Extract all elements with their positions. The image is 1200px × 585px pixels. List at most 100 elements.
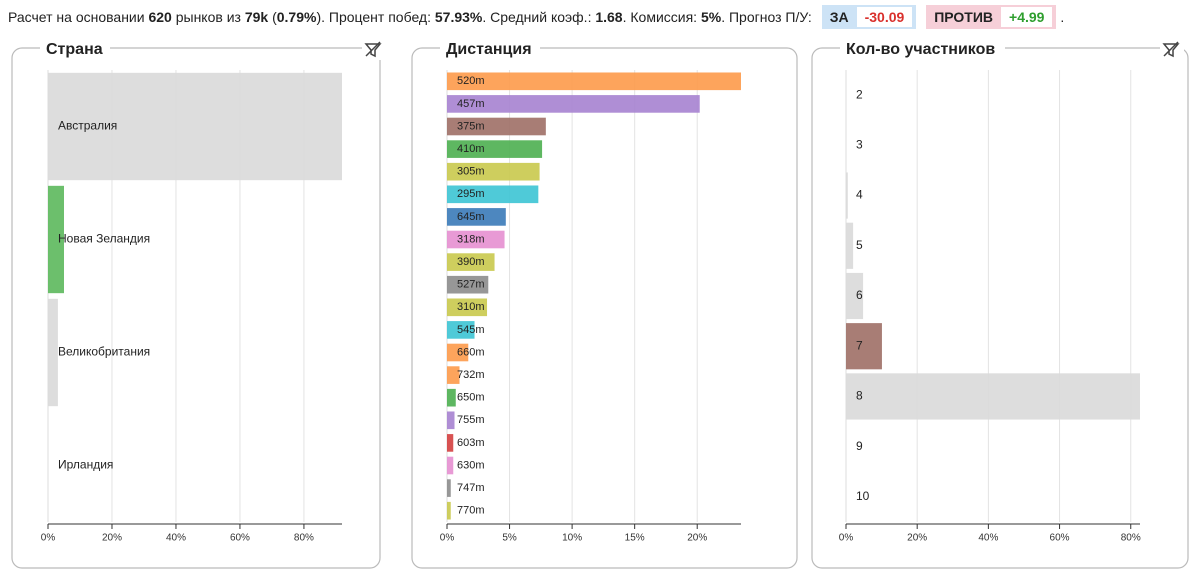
summary-header: Расчет на основании 620 рынков из 79k (0…: [8, 4, 1064, 30]
bar: [447, 343, 469, 362]
category-label: 527m: [457, 279, 485, 291]
bar: [846, 323, 882, 370]
bar: [447, 298, 488, 317]
x-tick-label: 15%: [625, 533, 645, 544]
x-tick-label: 10%: [562, 533, 582, 544]
category-label: 8: [856, 389, 863, 403]
panel: [411, 47, 798, 569]
category-label: 747m: [457, 482, 485, 494]
x-tick-label: 0%: [440, 533, 455, 544]
against-label: ПРОТИВ: [934, 9, 994, 25]
category-label: 603m: [457, 437, 485, 449]
title-bg: [40, 38, 110, 60]
chart-title: Кол-во участников: [846, 41, 995, 58]
against-value: +4.99: [1001, 7, 1053, 27]
category-label: 305m: [457, 166, 485, 178]
x-tick-label: 0%: [839, 533, 854, 544]
bar: [447, 501, 451, 520]
category-label: 660m: [457, 346, 485, 358]
bar: [846, 172, 848, 219]
category-label: 457m: [457, 98, 485, 110]
category-label: 375m: [457, 120, 485, 132]
summary-segment: ). Процент побед:: [316, 9, 435, 25]
bar: [447, 411, 455, 430]
x-tick-label: 80%: [294, 533, 314, 544]
category-label: 9: [856, 439, 863, 453]
x-tick-label: 40%: [166, 533, 186, 544]
for-value: -30.09: [856, 7, 913, 27]
x-tick-label: 20%: [102, 533, 122, 544]
filter-reset-icon[interactable]: [1162, 41, 1180, 58]
summary-segment: 57.93%: [434, 9, 483, 25]
summary-segment: 0.79%: [276, 9, 317, 25]
category-label: 390m: [457, 256, 485, 268]
filter-reset-icon[interactable]: [364, 41, 382, 58]
bar: [447, 95, 700, 113]
category-label: Новая Зеландия: [58, 232, 150, 246]
for-label: ЗА: [829, 9, 849, 25]
title-bg: [440, 38, 540, 60]
category-label: Австралия: [58, 119, 117, 133]
bar: [846, 222, 854, 269]
category-label: 5: [856, 238, 863, 252]
category-label: 7: [856, 338, 863, 352]
panel: [11, 47, 381, 569]
category-label: 630m: [457, 459, 485, 471]
bar: [447, 185, 539, 204]
bar: [447, 162, 540, 181]
chart-title: Страна: [46, 41, 103, 58]
against-tag[interactable]: ПРОТИВ +4.99: [926, 5, 1057, 29]
category-label: 770m: [457, 505, 485, 517]
bar: [48, 72, 342, 181]
bar: [447, 321, 475, 339]
category-label: 6: [856, 288, 863, 302]
bar: [447, 208, 506, 226]
x-tick-label: 60%: [230, 533, 250, 544]
x-tick-label: 0%: [41, 533, 56, 544]
category-label: 520m: [457, 75, 485, 87]
summary-segment: 79k: [244, 9, 269, 25]
bar: [447, 275, 489, 294]
bar: [447, 72, 741, 91]
bar: [447, 388, 456, 407]
bar: [447, 253, 495, 271]
summary-segment: . Средний коэф.:: [482, 9, 596, 25]
bar: [846, 373, 1140, 420]
x-tick-label: 60%: [1050, 533, 1070, 544]
category-label: 3: [856, 138, 863, 152]
category-label: Ирландия: [58, 458, 113, 472]
category-label: 755m: [457, 414, 485, 426]
bar: [447, 230, 505, 249]
bar: [447, 479, 451, 497]
category-label: 2: [856, 87, 863, 101]
x-tick-label: 40%: [978, 533, 998, 544]
bar: [447, 434, 454, 452]
category-label: 310m: [457, 301, 485, 313]
category-label: 10: [856, 489, 870, 503]
summary-segment: 620: [148, 9, 172, 25]
summary-segment: Расчет на основании: [8, 9, 149, 25]
category-label: 410m: [457, 143, 485, 155]
bar: [447, 366, 460, 384]
category-label: 295m: [457, 188, 485, 200]
summary-text: Расчет на основании 620 рынков из 79k (0…: [8, 9, 812, 25]
x-tick-label: 80%: [1121, 533, 1141, 544]
bar: [447, 117, 546, 136]
title-bg: [840, 38, 1005, 60]
category-label: 4: [856, 188, 863, 202]
x-tick-label: 20%: [687, 533, 707, 544]
bar: [846, 272, 864, 320]
category-label: 645m: [457, 211, 485, 223]
category-label: 732m: [457, 369, 485, 381]
category-label: 545m: [457, 324, 485, 336]
bar: [447, 456, 454, 475]
summary-segment: рынков из: [171, 9, 245, 25]
summary-segment: 1.68: [595, 9, 623, 25]
bar: [48, 298, 58, 407]
x-tick-label: 20%: [907, 533, 927, 544]
x-tick-label: 5%: [502, 533, 517, 544]
bar: [447, 140, 543, 158]
for-tag[interactable]: ЗА -30.09: [821, 5, 917, 29]
